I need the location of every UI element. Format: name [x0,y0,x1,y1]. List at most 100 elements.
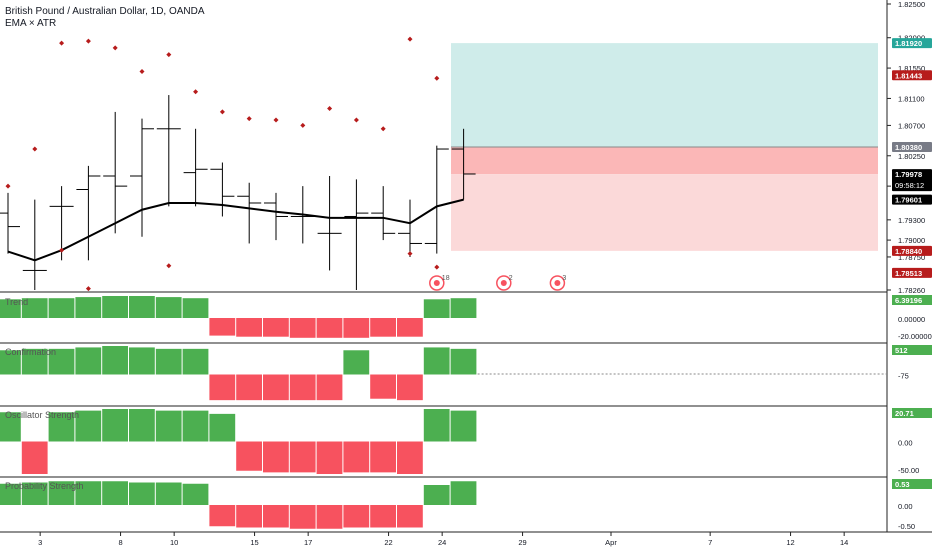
open-loss-zone[interactable] [451,147,878,175]
histogram-bar[interactable] [263,505,289,528]
atr-dot[interactable] [59,40,65,46]
upper-price-tag[interactable]: 1.81443 [892,70,932,81]
histogram-bar[interactable] [423,299,450,318]
stop-price-tag[interactable]: 1.78840 [892,245,932,256]
ohlc-bar[interactable] [317,176,342,271]
atr-dot[interactable] [85,286,91,292]
atr-dot[interactable] [5,183,11,189]
histogram-bar[interactable] [155,482,182,506]
atr-dot[interactable] [434,264,440,270]
ohlc-bar[interactable] [451,128,476,200]
entry-price-tag[interactable]: 1.80380 [892,142,932,152]
histogram-bar[interactable] [343,505,370,528]
histogram-bar[interactable] [370,441,396,473]
pane-confirmation[interactable]: Confirmation 512 -75 [0,345,932,407]
histogram-bar[interactable] [423,485,450,505]
atr-dot[interactable] [434,75,440,81]
histogram-bar[interactable] [343,318,370,338]
pane-oscillator-strength[interactable]: Oscillator Strength 20.71 0.00 -50.00 [0,408,932,478]
histogram-bar[interactable] [397,441,423,475]
target-price-tag[interactable]: 1.81920 [892,38,932,49]
histogram-bar[interactable] [129,347,155,375]
histogram-bar[interactable] [129,482,155,506]
ohlc-bar[interactable] [344,179,369,290]
histogram-bar[interactable] [75,297,102,318]
histogram-bar[interactable] [236,505,262,528]
atr-dot[interactable] [193,89,199,95]
histogram-bar[interactable] [397,374,423,401]
histogram-bar[interactable] [182,348,209,375]
stop-zone[interactable] [451,174,878,251]
atr-dot[interactable] [139,68,145,74]
histogram-bar[interactable] [209,318,236,336]
atr-dot[interactable] [300,122,306,128]
low-price-tag[interactable]: 1.78513 [892,267,932,278]
atr-dot[interactable] [380,126,386,132]
ema-line[interactable] [7,198,464,262]
histogram-bar[interactable] [182,483,209,505]
pane-value-tag[interactable]: 512 [892,345,932,355]
histogram-bar[interactable] [21,348,48,375]
price-series[interactable]: 18 2 3 [0,36,566,292]
histogram-bar[interactable] [21,441,48,475]
histogram-bar[interactable] [0,412,21,442]
atr-dot[interactable] [407,36,413,42]
atr-dot[interactable] [407,251,413,257]
histogram-bar[interactable] [289,505,316,529]
atr-dot[interactable] [32,146,38,152]
histogram-bar[interactable] [155,348,182,375]
histogram-bar[interactable] [370,318,396,337]
histogram-bar[interactable] [450,410,477,442]
histogram-bar[interactable] [182,298,209,318]
indicator-panes[interactable]: Trend 6.39196 0.00000 -20.00000 Confirmation… [0,295,932,531]
pane-value-tag[interactable]: 20.71 [892,408,932,418]
histogram-bar[interactable] [236,374,262,401]
histogram-bar[interactable] [182,410,209,442]
histogram-bar[interactable] [0,350,21,375]
position-zones[interactable] [451,43,878,251]
atr-dot[interactable] [219,109,225,115]
time-axis[interactable]: 3 8 10 15 17 22 24 29 Apr 7 12 14 [38,532,848,547]
ohlc-bar[interactable] [22,199,47,290]
pane-trend[interactable]: Trend 6.39196 0.00000 -20.00000 [0,295,932,344]
profit-zone[interactable] [451,43,878,147]
histogram-bar[interactable] [209,505,236,527]
histogram-bar[interactable] [129,296,155,318]
histogram-bar[interactable] [450,298,477,318]
histogram-bar[interactable] [316,374,343,401]
atr-dot[interactable] [166,52,172,58]
histogram-bar[interactable] [397,318,423,337]
event-marker[interactable]: 3 [549,275,566,291]
histogram-bar[interactable] [75,481,102,505]
histogram-bar[interactable] [0,299,21,318]
histogram-bar[interactable] [263,374,289,401]
histogram-bar[interactable] [0,483,21,505]
ohlc-bar[interactable] [76,165,101,261]
pane-probability-strength[interactable]: Probability Strength 0.53 0.00 -0.50 [0,479,932,531]
atr-dot[interactable] [59,247,65,253]
ohlc-bar[interactable] [130,118,154,237]
histogram-bar[interactable] [316,441,343,475]
ohlc-bar[interactable] [398,199,422,257]
histogram-bar[interactable] [263,441,289,473]
histogram-bar[interactable] [343,350,370,375]
pane-value-tag[interactable]: 0.53 [892,479,932,489]
histogram-bar[interactable] [155,410,182,442]
event-marker[interactable]: 18 [429,275,450,291]
atr-dot[interactable] [112,45,118,51]
ohlc-bar[interactable] [237,182,262,244]
atr-dot[interactable] [85,38,91,44]
current-price-tag[interactable]: 1.79978 09:58:12 [892,169,932,192]
histogram-bar[interactable] [316,318,343,338]
histogram-bar[interactable] [102,481,128,505]
histogram-bar[interactable] [48,298,75,318]
histogram-bar[interactable] [450,481,477,505]
histogram-bar[interactable] [450,348,477,375]
price-axis[interactable]: 1.825001.820001.815501.811001.807001.802… [887,0,932,295]
histogram-bar[interactable] [397,505,423,528]
histogram-bar[interactable] [236,318,262,337]
histogram-bar[interactable] [209,374,236,401]
atr-dot[interactable] [166,263,172,269]
